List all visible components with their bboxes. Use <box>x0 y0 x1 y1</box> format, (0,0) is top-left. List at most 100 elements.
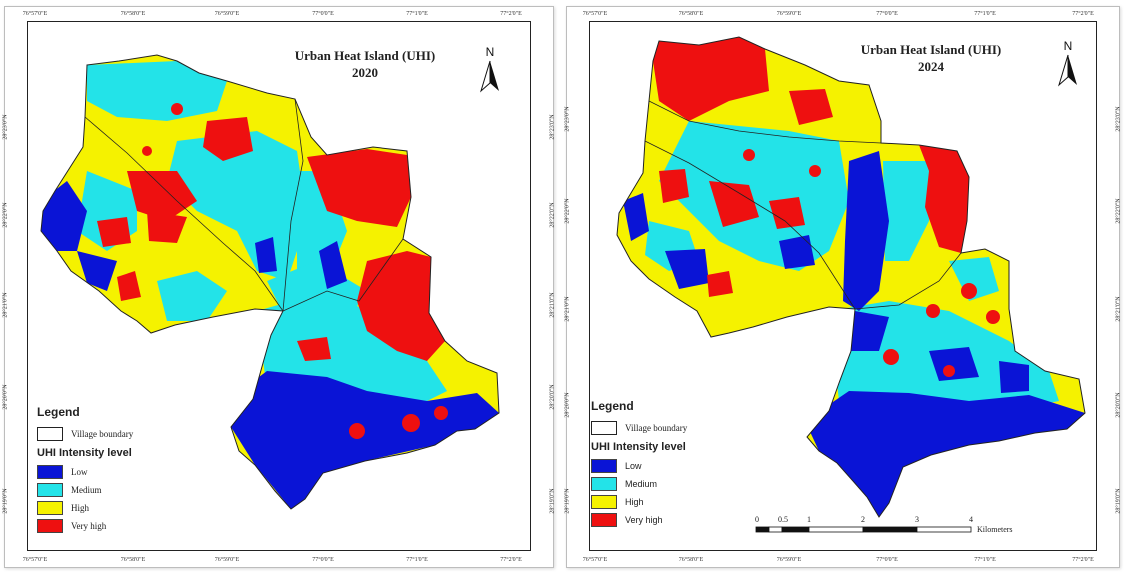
scale-unit: Kilometers <box>977 525 1013 534</box>
legend-label: High <box>625 497 644 507</box>
lon-tick-bottom: 77°2'0"E <box>1072 557 1094 563</box>
legend-label: Village boundary <box>71 429 134 439</box>
lat-tick-left: 28°22'0"N <box>564 198 571 224</box>
lat-tick-right: 28°21'0"N <box>549 292 556 318</box>
legend-title: Legend <box>591 399 634 413</box>
legend-label: Very high <box>71 521 107 531</box>
boundary-swatch <box>591 421 617 435</box>
lon-tick-bottom: 77°1'0"E <box>406 557 428 563</box>
map-year: 2024 <box>918 59 944 74</box>
lat-tick-right: 28°23'0"N <box>1115 106 1122 132</box>
legend-item-very-high: Very high <box>37 517 133 535</box>
lat-tick-left: 28°19'0"N <box>564 488 571 514</box>
legend-item-low: Low <box>37 463 133 481</box>
lon-tick-bottom: 77°1'0"E <box>974 557 996 563</box>
lat-tick-left: 28°19'0"N <box>2 488 9 514</box>
scale-bar: 0 0.5 1 2 3 4 Kilometers <box>755 515 1015 545</box>
medium-swatch <box>591 477 617 491</box>
lon-tick-top: 76°59'0"E <box>776 11 802 17</box>
lat-tick-left: 28°23'0"N <box>564 106 571 132</box>
lon-tick-bottom: 76°57'0"E <box>22 557 48 563</box>
map-title-line1: Urban Heat Island (UHI) <box>294 48 436 63</box>
legend-item-high: High <box>591 493 687 511</box>
lat-tick-left: 28°21'0"N <box>2 292 9 318</box>
lon-tick-bottom: 77°2'0"E <box>500 557 522 563</box>
legend-item-medium: Medium <box>37 481 133 499</box>
scale-bar-graphic <box>755 526 972 533</box>
lon-tick-top: 77°0'0"E <box>876 11 898 17</box>
scale-label: 1 <box>807 515 811 524</box>
very-high-swatch <box>37 519 63 533</box>
lon-tick-top: 76°59'0"E <box>214 11 240 17</box>
map-year: 2020 <box>352 65 378 80</box>
lat-tick-left: 28°23'0"N <box>2 114 9 140</box>
lon-tick-top: 76°57'0"E <box>582 11 608 17</box>
lat-tick-right: 28°19'0"N <box>549 488 556 514</box>
legend-item-high: High <box>37 499 133 517</box>
legend-title: Legend <box>37 405 80 419</box>
low-swatch <box>591 459 617 473</box>
lon-tick-top: 76°57'0"E <box>22 11 48 17</box>
lat-tick-right: 28°22'0"N <box>549 202 556 228</box>
uhi-map-2024 <box>616 36 1086 518</box>
scale-label: 0 <box>755 515 759 524</box>
map-panel-2024: 76°57'0"E 76°58'0"E 76°59'0"E 77°0'0"E 7… <box>564 6 1122 568</box>
legend: Legend Village boundary UHI Intensity le… <box>37 405 133 535</box>
lon-tick-top: 77°2'0"E <box>500 11 522 17</box>
lat-tick-right: 28°22'0"N <box>1115 198 1122 224</box>
north-label: N <box>486 45 495 59</box>
legend-subtitle: UHI Intensity level <box>37 447 132 459</box>
lon-tick-top: 77°2'0"E <box>1072 11 1094 17</box>
map-title: Urban Heat Island (UHI) 2024 <box>829 41 1033 75</box>
lon-tick-top: 76°58'0"E <box>120 11 146 17</box>
lat-tick-left: 28°20'0"N <box>564 392 571 418</box>
scale-label: 3 <box>915 515 919 524</box>
legend-item-very-high: Very high <box>591 511 687 529</box>
scale-label: 2 <box>861 515 865 524</box>
low-swatch <box>37 465 63 479</box>
north-arrow-icon: N <box>480 45 499 93</box>
lat-tick-right: 28°23'0"N <box>549 114 556 140</box>
map-title: Urban Heat Island (UHI) 2020 <box>265 47 465 81</box>
lat-tick-left: 28°21'0"N <box>564 296 571 322</box>
legend: Legend Village boundary UHI Intensity le… <box>591 399 687 529</box>
lon-tick-top: 77°1'0"E <box>974 11 996 17</box>
lat-tick-right: 28°19'0"N <box>1115 488 1122 514</box>
lon-tick-bottom: 76°57'0"E <box>582 557 608 563</box>
lat-tick-right: 28°20'0"N <box>1115 392 1122 418</box>
lon-tick-top: 77°1'0"E <box>406 11 428 17</box>
lon-tick-bottom: 76°59'0"E <box>214 557 240 563</box>
legend-label: Medium <box>71 485 102 495</box>
lat-tick-right: 28°21'0"N <box>1115 296 1122 322</box>
legend-subtitle: UHI Intensity level <box>591 441 686 453</box>
lat-tick-right: 28°20'0"N <box>549 384 556 410</box>
scale-label: 0.5 <box>778 515 788 524</box>
lon-tick-top: 77°0'0"E <box>312 11 334 17</box>
legend-label: Low <box>625 461 642 471</box>
legend-boundary: Village boundary <box>591 419 687 437</box>
north-arrow-icon: N <box>1058 39 1077 87</box>
map-title-line1: Urban Heat Island (UHI) <box>860 42 1002 57</box>
lat-tick-left: 28°22'0"N <box>2 202 9 228</box>
lon-tick-bottom: 77°0'0"E <box>876 557 898 563</box>
legend-label: High <box>71 503 89 513</box>
legend-label: Medium <box>625 479 658 489</box>
legend-boundary: Village boundary <box>37 425 133 443</box>
lon-tick-bottom: 76°59'0"E <box>776 557 802 563</box>
legend-label: Village boundary <box>625 423 688 433</box>
scale-label: 4 <box>969 515 973 524</box>
legend-item-medium: Medium <box>591 475 687 493</box>
medium-swatch <box>37 483 63 497</box>
lon-tick-top: 76°58'0"E <box>678 11 704 17</box>
lon-tick-bottom: 77°0'0"E <box>312 557 334 563</box>
boundary-swatch <box>37 427 63 441</box>
legend-label: Low <box>71 467 88 477</box>
legend-item-low: Low <box>591 457 687 475</box>
north-label: N <box>1064 39 1073 53</box>
legend-label: Very high <box>625 515 663 525</box>
high-swatch <box>591 495 617 509</box>
lon-tick-bottom: 76°58'0"E <box>120 557 146 563</box>
uhi-map-2020 <box>40 54 500 510</box>
high-swatch <box>37 501 63 515</box>
very-high-swatch <box>591 513 617 527</box>
